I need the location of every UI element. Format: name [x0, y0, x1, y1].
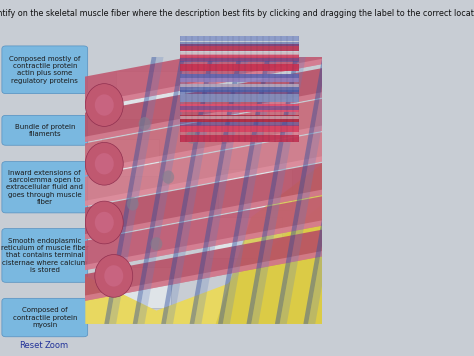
Circle shape: [95, 94, 114, 116]
Circle shape: [186, 130, 198, 144]
Bar: [180, 135, 299, 142]
Text: Bundle of protein
filaments: Bundle of protein filaments: [15, 124, 75, 137]
Polygon shape: [275, 57, 327, 324]
Bar: [180, 33, 299, 41]
Bar: [180, 106, 299, 110]
Polygon shape: [62, 185, 346, 244]
Bar: [180, 94, 299, 102]
Text: Zoom: Zoom: [45, 341, 69, 350]
Polygon shape: [62, 28, 346, 113]
FancyBboxPatch shape: [2, 298, 88, 337]
Polygon shape: [280, 57, 334, 324]
Polygon shape: [190, 57, 242, 324]
FancyBboxPatch shape: [102, 267, 171, 308]
Polygon shape: [133, 57, 185, 324]
Circle shape: [85, 201, 123, 244]
Circle shape: [104, 265, 123, 287]
FancyBboxPatch shape: [218, 169, 292, 210]
Polygon shape: [62, 247, 346, 305]
Polygon shape: [194, 57, 249, 324]
Polygon shape: [62, 94, 346, 180]
Polygon shape: [137, 57, 192, 324]
Circle shape: [138, 117, 151, 130]
Bar: [180, 115, 299, 122]
Circle shape: [95, 153, 114, 174]
FancyBboxPatch shape: [2, 115, 88, 145]
Bar: [180, 58, 299, 62]
Polygon shape: [161, 57, 213, 324]
Circle shape: [151, 237, 162, 251]
Polygon shape: [62, 54, 346, 113]
Bar: [180, 105, 299, 112]
Bar: [180, 44, 299, 51]
Bar: [180, 84, 299, 92]
Polygon shape: [251, 57, 306, 324]
Polygon shape: [109, 57, 164, 324]
Bar: [180, 90, 299, 94]
Polygon shape: [62, 128, 346, 210]
Bar: [180, 52, 299, 55]
Polygon shape: [85, 204, 322, 324]
Bar: [180, 74, 299, 78]
FancyBboxPatch shape: [116, 71, 185, 119]
Polygon shape: [62, 88, 346, 146]
Polygon shape: [246, 57, 299, 324]
Polygon shape: [166, 57, 220, 324]
Text: Inward extensions of
sarcolemma open to
extracellular fluid and
goes through mus: Inward extensions of sarcolemma open to …: [6, 170, 83, 205]
Polygon shape: [104, 57, 156, 324]
Text: Smooth endoplasmic
reticulum of muscle fiber
that contains terminal
cisternae wh: Smooth endoplasmic reticulum of muscle f…: [1, 238, 89, 273]
Polygon shape: [62, 152, 346, 210]
Circle shape: [85, 142, 123, 185]
Polygon shape: [216, 164, 322, 324]
Bar: [180, 84, 299, 87]
Text: Composed mostly of
contractile protein
actin plus some
regulatory proteins: Composed mostly of contractile protein a…: [9, 56, 81, 84]
FancyBboxPatch shape: [2, 162, 88, 213]
Bar: [180, 54, 299, 61]
Polygon shape: [308, 57, 363, 324]
Polygon shape: [303, 57, 356, 324]
Text: Reset: Reset: [19, 341, 43, 350]
Polygon shape: [62, 121, 346, 180]
Polygon shape: [223, 57, 277, 324]
Circle shape: [95, 255, 133, 297]
Polygon shape: [218, 57, 270, 324]
Bar: [180, 116, 299, 119]
FancyBboxPatch shape: [2, 46, 88, 94]
Polygon shape: [62, 192, 346, 274]
Bar: [180, 122, 299, 126]
Bar: [180, 64, 299, 72]
Bar: [180, 125, 299, 132]
Text: Identify on the skeletal muscle fiber where the description best fits by clickin: Identify on the skeletal muscle fiber wh…: [0, 9, 474, 18]
Circle shape: [127, 197, 138, 210]
Polygon shape: [62, 225, 346, 305]
Bar: [180, 74, 299, 82]
Polygon shape: [62, 216, 346, 274]
FancyBboxPatch shape: [102, 139, 159, 176]
Polygon shape: [62, 158, 346, 244]
Circle shape: [85, 84, 123, 126]
FancyBboxPatch shape: [2, 229, 88, 282]
Bar: [180, 42, 299, 46]
Polygon shape: [62, 64, 346, 146]
Text: Composed of
contractile protein
myosin: Composed of contractile protein myosin: [12, 307, 77, 328]
FancyBboxPatch shape: [209, 217, 282, 258]
Circle shape: [95, 212, 114, 233]
Circle shape: [162, 171, 174, 184]
